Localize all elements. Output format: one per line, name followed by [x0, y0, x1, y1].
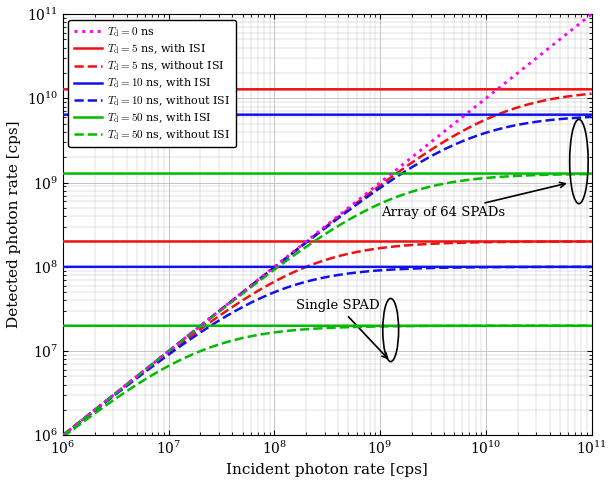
- $T_\mathrm{d} = 5$ ns, with ISI: [155, 239, 163, 244]
- $T_\mathrm{d} = 10$ ns, with ISI: [155, 264, 163, 270]
- $T_\mathrm{d} = 10$ ns, without ISI: [376, 268, 384, 273]
- $T_\mathrm{d} = 0$ ns: [494, 86, 501, 92]
- $T_\mathrm{d} = 0$ ns: [403, 158, 410, 164]
- $T_\mathrm{d} = 50$ ns, without ISI: [261, 331, 268, 337]
- $T_\mathrm{d} = 5$ ns, without ISI: [376, 245, 384, 251]
- $T_\mathrm{d} = 10$ ns, without ISI: [588, 264, 596, 270]
- $T_\mathrm{d} = 5$ ns, with ISI: [59, 239, 66, 244]
- $T_\mathrm{d} = 5$ ns, without ISI: [261, 284, 268, 290]
- $T_\mathrm{d} = 5$ ns, with ISI: [403, 239, 410, 244]
- $T_\mathrm{d} = 10$ ns, with ISI: [494, 264, 501, 270]
- Text: Array of 64 SPADs: Array of 64 SPADs: [381, 182, 565, 219]
- $T_\mathrm{d} = 50$ ns, with ISI: [588, 323, 596, 329]
- $T_\mathrm{d} = 5$ ns, with ISI: [588, 239, 596, 244]
- $T_\mathrm{d} = 50$ ns, without ISI: [376, 323, 384, 329]
- $T_\mathrm{d} = 50$ ns, without ISI: [454, 323, 461, 329]
- $T_\mathrm{d} = 50$ ns, with ISI: [454, 323, 461, 329]
- $T_\mathrm{d} = 10$ ns, without ISI: [494, 264, 501, 270]
- Y-axis label: Detected photon rate [cps]: Detected photon rate [cps]: [7, 121, 21, 329]
- $T_\mathrm{d} = 50$ ns, without ISI: [588, 323, 596, 329]
- $T_\mathrm{d} = 5$ ns, without ISI: [155, 357, 163, 363]
- $T_\mathrm{d} = 50$ ns, without ISI: [59, 434, 66, 440]
- $T_\mathrm{d} = 10$ ns, with ISI: [261, 264, 268, 270]
- $T_\mathrm{d} = 10$ ns, with ISI: [59, 264, 66, 270]
- $T_\mathrm{d} = 5$ ns, without ISI: [403, 242, 410, 248]
- $T_\mathrm{d} = 10$ ns, without ISI: [59, 433, 66, 439]
- $T_\mathrm{d} = 5$ ns, with ISI: [494, 239, 501, 244]
- $T_\mathrm{d} = 50$ ns, without ISI: [494, 323, 501, 329]
- Line: $T_\mathrm{d} = 50$ ns, without ISI: $T_\mathrm{d} = 50$ ns, without ISI: [63, 326, 592, 437]
- Legend: $T_\mathrm{d} = 0$ ns, $T_\mathrm{d} = 5$ ns, with ISI, $T_\mathrm{d} = 5$ ns, w: $T_\mathrm{d} = 0$ ns, $T_\mathrm{d} = 5…: [68, 20, 236, 147]
- $T_\mathrm{d} = 5$ ns, without ISI: [454, 240, 461, 246]
- $T_\mathrm{d} = 0$ ns: [155, 356, 163, 362]
- $T_\mathrm{d} = 0$ ns: [588, 11, 596, 17]
- Text: Single SPAD: Single SPAD: [296, 299, 387, 358]
- $T_\mathrm{d} = 10$ ns, with ISI: [454, 264, 461, 270]
- $T_\mathrm{d} = 5$ ns, without ISI: [588, 239, 596, 244]
- Line: $T_\mathrm{d} = 10$ ns, without ISI: $T_\mathrm{d} = 10$ ns, without ISI: [63, 267, 592, 436]
- $T_\mathrm{d} = 50$ ns, with ISI: [155, 323, 163, 329]
- $T_\mathrm{d} = 5$ ns, with ISI: [261, 239, 268, 244]
- $T_\mathrm{d} = 10$ ns, with ISI: [588, 264, 596, 270]
- $T_\mathrm{d} = 50$ ns, without ISI: [403, 323, 410, 329]
- X-axis label: Incident photon rate [cps]: Incident photon rate [cps]: [227, 463, 428, 477]
- $T_\mathrm{d} = 50$ ns, with ISI: [261, 323, 268, 329]
- $T_\mathrm{d} = 0$ ns: [376, 180, 384, 186]
- $T_\mathrm{d} = 10$ ns, without ISI: [261, 293, 268, 299]
- $T_\mathrm{d} = 10$ ns, with ISI: [376, 264, 384, 270]
- $T_\mathrm{d} = 50$ ns, with ISI: [494, 323, 501, 329]
- $T_\mathrm{d} = 10$ ns, with ISI: [403, 264, 410, 270]
- $T_\mathrm{d} = 50$ ns, with ISI: [403, 323, 410, 329]
- $T_\mathrm{d} = 0$ ns: [454, 118, 461, 124]
- $T_\mathrm{d} = 0$ ns: [261, 272, 268, 277]
- $T_\mathrm{d} = 5$ ns, with ISI: [454, 239, 461, 244]
- $T_\mathrm{d} = 0$ ns: [59, 432, 66, 438]
- $T_\mathrm{d} = 10$ ns, without ISI: [454, 265, 461, 271]
- $T_\mathrm{d} = 10$ ns, without ISI: [155, 359, 163, 364]
- $T_\mathrm{d} = 10$ ns, without ISI: [403, 266, 410, 272]
- $T_\mathrm{d} = 5$ ns, without ISI: [494, 239, 501, 245]
- $T_\mathrm{d} = 5$ ns, without ISI: [59, 433, 66, 439]
- $T_\mathrm{d} = 50$ ns, with ISI: [376, 323, 384, 329]
- $T_\mathrm{d} = 50$ ns, without ISI: [155, 368, 163, 374]
- Line: $T_\mathrm{d} = 5$ ns, without ISI: $T_\mathrm{d} = 5$ ns, without ISI: [63, 242, 592, 436]
- Line: $T_\mathrm{d} = 0$ ns: $T_\mathrm{d} = 0$ ns: [63, 14, 592, 435]
- $T_\mathrm{d} = 5$ ns, with ISI: [376, 239, 384, 244]
- $T_\mathrm{d} = 50$ ns, with ISI: [59, 323, 66, 329]
